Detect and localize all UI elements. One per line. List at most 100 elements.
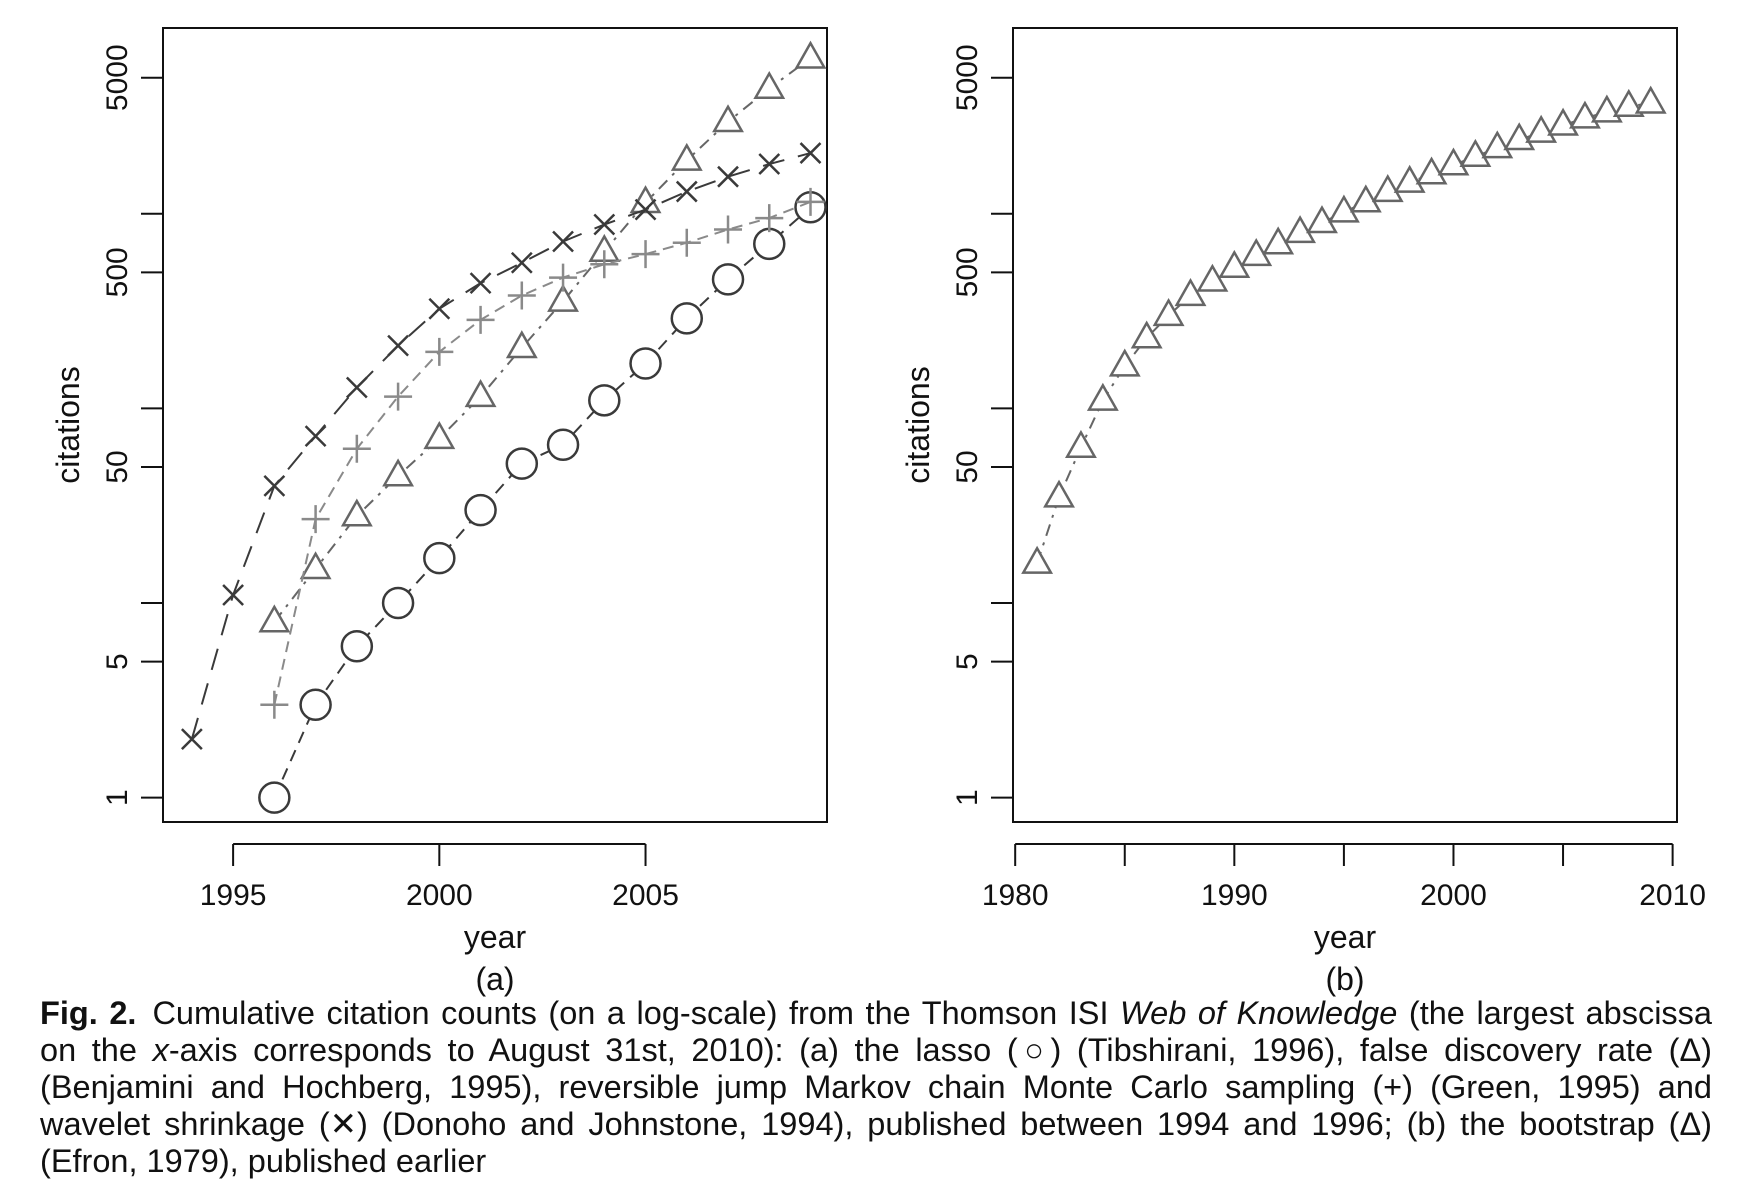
x-marker — [345, 376, 368, 399]
caption-figure-number: Fig. 2. — [40, 995, 137, 1031]
triangle-marker — [1371, 174, 1404, 203]
series-markers-plus — [260, 187, 825, 719]
plus-marker — [301, 505, 330, 534]
figure-caption: Fig. 2. Cumulative citation counts (on a … — [40, 995, 1712, 1180]
circle-marker — [381, 586, 415, 620]
series-line-plus — [273, 200, 811, 706]
x-tick-label: 2010 — [1639, 879, 1706, 912]
x-marker — [469, 272, 492, 295]
triangle-marker — [1108, 348, 1141, 377]
circle-marker — [464, 493, 497, 527]
caption-text-1: Cumulative citation counts (on a log-sca… — [152, 995, 1121, 1031]
triangle-marker — [1437, 147, 1470, 176]
x-marker — [634, 198, 657, 221]
circle-marker — [753, 227, 786, 261]
triangle-marker — [1590, 94, 1623, 123]
circle-marker — [588, 384, 621, 417]
plus-marker — [549, 263, 578, 292]
x-marker — [675, 180, 698, 203]
series-markers-circle — [258, 190, 827, 814]
series-line-triangle — [1036, 102, 1651, 564]
x-axis-title: year — [1314, 919, 1377, 955]
triangle-marker — [1021, 545, 1054, 574]
triangle-marker — [1612, 88, 1645, 117]
x-tick-label: 1995 — [200, 879, 267, 912]
x-marker — [510, 251, 533, 274]
x-marker — [593, 213, 616, 236]
plus-marker — [384, 382, 413, 411]
triangle-marker — [1415, 156, 1448, 185]
plot-frame — [162, 27, 828, 823]
y-tick-label: 1 — [101, 789, 134, 806]
triangle-marker — [1503, 122, 1536, 151]
caption-italic-source: Web of Knowledge — [1120, 995, 1398, 1031]
series-markers-x — [180, 142, 822, 750]
panel-a: 1 5 50 500 5000 citations 1995 2000 2005 year (a) — [50, 27, 828, 997]
series-markers-triangle — [258, 40, 827, 633]
series-line-x — [190, 152, 811, 740]
plus-marker — [755, 204, 784, 233]
triangle-marker — [340, 498, 373, 527]
x-marker — [304, 425, 327, 448]
circle-marker — [423, 541, 456, 575]
triangle-marker — [1130, 320, 1163, 349]
plot-frame — [1012, 27, 1678, 823]
y-tick-label: 5 — [951, 653, 984, 670]
caption-italic-axis: x — [152, 1032, 169, 1068]
x-tick-label: 2000 — [1420, 879, 1487, 912]
caption-text-2: (the largest abscissa on the — [40, 995, 1712, 1068]
plus-marker — [714, 215, 743, 244]
triangle-marker — [1196, 263, 1229, 292]
triangle-marker — [1240, 237, 1273, 267]
circle-marker — [546, 428, 580, 462]
x-marker — [758, 153, 781, 175]
triangle-marker — [423, 421, 456, 450]
y-tick-label: 500 — [101, 247, 134, 297]
y-tick-label: 50 — [951, 450, 984, 483]
y-tick-label: 5 — [101, 653, 134, 670]
circle-marker — [299, 688, 332, 722]
plus-marker — [796, 187, 825, 216]
x-marker — [717, 165, 739, 188]
x-tick-label: 1980 — [982, 879, 1049, 912]
triangle-marker — [1481, 130, 1514, 159]
plus-marker — [342, 434, 371, 463]
triangle-marker — [1043, 479, 1075, 508]
triangle-marker — [1174, 278, 1207, 307]
triangle-marker — [258, 604, 291, 633]
triangle-marker — [629, 185, 662, 214]
triangle-marker — [1349, 184, 1382, 213]
triangle-marker — [794, 40, 827, 69]
x-axis-title: year — [464, 919, 527, 955]
y-axis-title: citations — [900, 366, 936, 483]
triangle-marker — [1393, 164, 1426, 193]
panel-b: 1 5 50 500 5000 citations 1980 1990 2000 2010 year… — [900, 27, 1706, 997]
circle-marker — [711, 263, 745, 296]
y-tick-label: 1 — [951, 789, 984, 806]
triangle-marker — [670, 142, 703, 171]
triangle-marker — [1327, 194, 1360, 223]
triangle-marker — [505, 330, 538, 359]
panel-label: (a) — [475, 961, 514, 997]
circle-marker — [670, 302, 704, 335]
triangle-marker — [299, 551, 332, 580]
triangle-marker — [712, 104, 744, 133]
x-marker — [428, 297, 451, 320]
circle-marker — [340, 629, 374, 663]
x-tick-label: 2005 — [612, 879, 679, 912]
plus-marker — [425, 337, 454, 366]
circle-marker — [505, 447, 539, 480]
series-line-triangle — [273, 57, 812, 623]
series-markers-triangle — [1021, 85, 1667, 574]
y-tick-label: 5000 — [951, 44, 984, 111]
x-tick-label: 2000 — [406, 879, 473, 912]
plus-marker — [672, 228, 701, 257]
triangle-marker — [464, 379, 497, 408]
circle-marker — [629, 347, 662, 380]
triangle-marker — [753, 70, 786, 100]
y-tick-label: 5000 — [101, 44, 134, 111]
circle-marker — [258, 781, 291, 814]
x-marker — [552, 230, 574, 253]
plus-marker — [590, 250, 619, 279]
